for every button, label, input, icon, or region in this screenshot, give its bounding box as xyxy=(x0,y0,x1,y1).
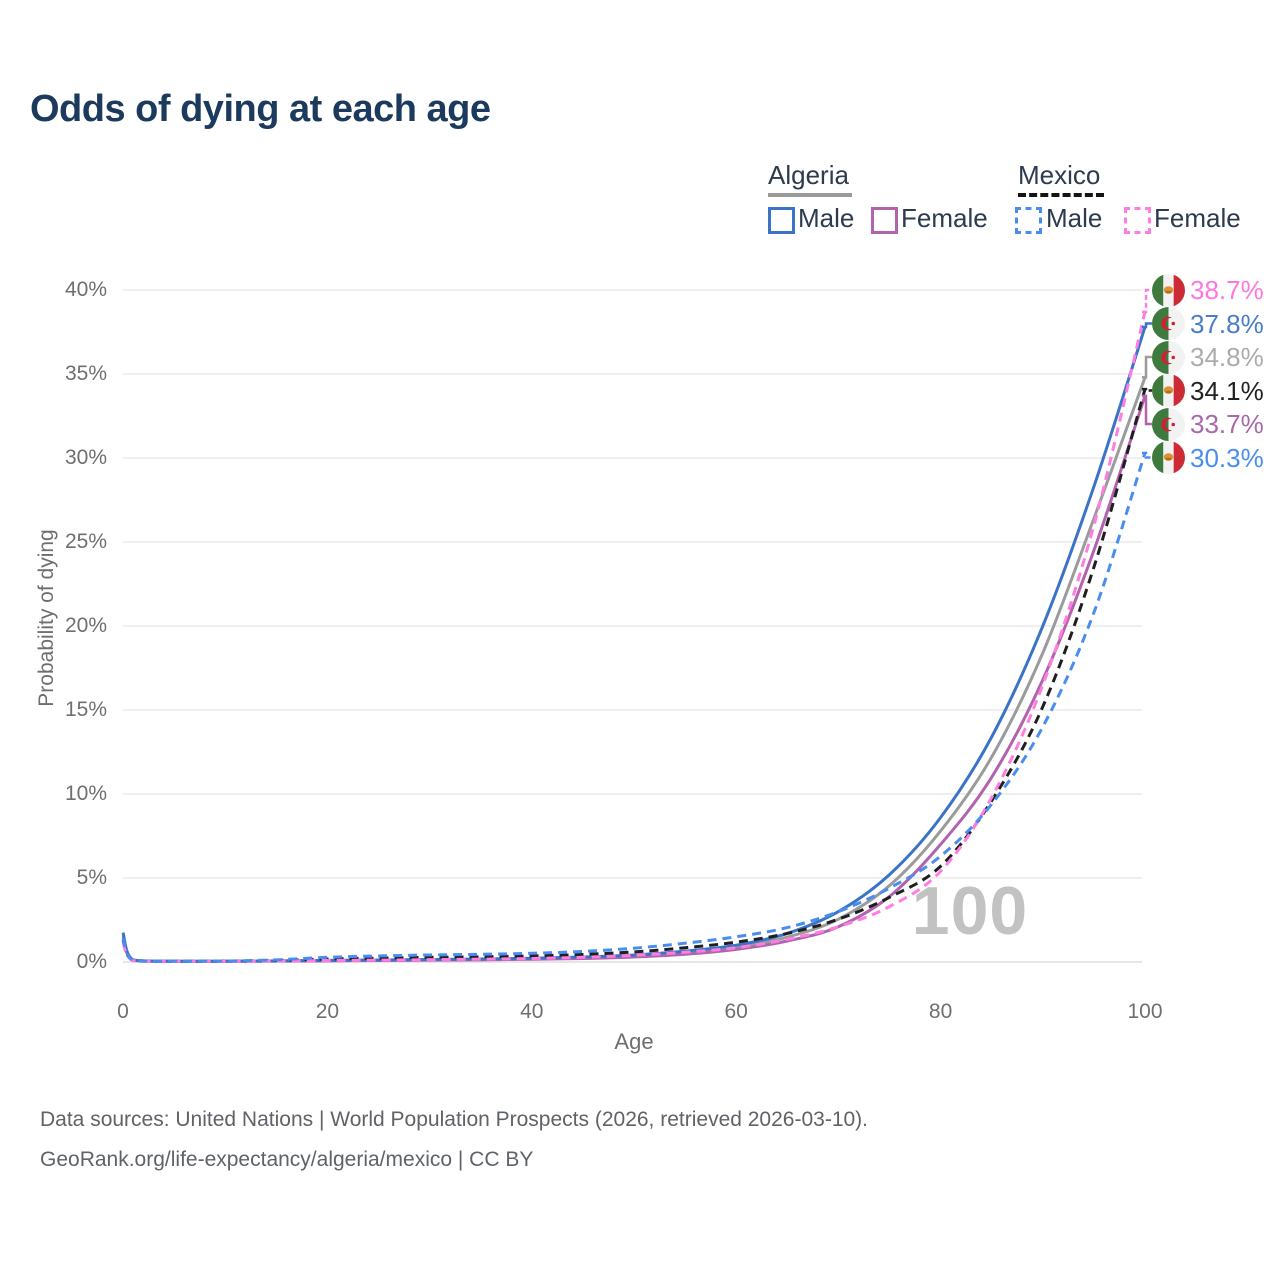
label-connector-mexico-female xyxy=(1142,288,1152,314)
curve-mexico-both[interactable] xyxy=(121,388,1147,963)
end-value-algeria-both: 34.8% xyxy=(1190,342,1264,372)
mexico-flag-icon xyxy=(1152,273,1185,307)
legend-swatch-algeria-female[interactable] xyxy=(871,207,898,234)
end-label-mexico-male: 30.3% xyxy=(1152,441,1264,475)
legend-label-mexico-female[interactable]: Female xyxy=(1154,203,1241,233)
algeria-flag-icon xyxy=(1152,307,1185,340)
curve-mexico-male[interactable] xyxy=(121,452,1147,963)
x-tick-label: 40 xyxy=(520,1000,544,1023)
end-label-mexico-female: 38.7% xyxy=(1152,273,1264,307)
end-value-mexico-male: 30.3% xyxy=(1190,442,1264,473)
algeria-flag-icon xyxy=(1152,340,1185,374)
end-value-mexico-female: 38.7% xyxy=(1190,275,1264,305)
legend-country-mexico[interactable]: Mexico xyxy=(1018,160,1101,190)
end-label-mexico-both: 34.1% xyxy=(1152,374,1264,408)
end-value-mexico-both: 34.1% xyxy=(1190,375,1264,406)
curve-algeria-both[interactable] xyxy=(121,376,1147,963)
y-tick-label: 35% xyxy=(64,362,107,385)
curve-algeria-female[interactable] xyxy=(121,395,1147,963)
legend-country-algeria[interactable]: Algeria xyxy=(768,160,849,190)
curve-mexico-female[interactable] xyxy=(121,311,1147,963)
end-value-algeria-male: 37.8% xyxy=(1190,308,1264,339)
mexico-flag-icon xyxy=(1152,374,1185,407)
label-connector-mexico-both xyxy=(1142,387,1152,392)
curve-algeria-male[interactable] xyxy=(121,326,1147,963)
x-tick-label: 80 xyxy=(928,1000,953,1023)
y-tick-label: 15% xyxy=(64,698,107,721)
label-connector-algeria-female xyxy=(1142,394,1152,426)
end-value-algeria-female: 33.7% xyxy=(1190,409,1264,439)
end-label-algeria-male: 37.8% xyxy=(1152,307,1264,341)
legend-underline-algeria xyxy=(768,193,852,197)
legend-swatch-mexico-male[interactable] xyxy=(1015,207,1042,234)
legend-swatch-algeria-male[interactable] xyxy=(768,207,795,234)
y-tick-label: 0% xyxy=(76,950,107,973)
x-tick-label: 60 xyxy=(724,1000,748,1023)
end-label-algeria-female: 33.7% xyxy=(1152,407,1264,441)
y-tick-label: 20% xyxy=(64,614,107,637)
legend-swatch-mexico-female[interactable] xyxy=(1124,207,1151,234)
y-tick-label: 5% xyxy=(76,866,107,889)
age-hover-indicator: 100 xyxy=(911,873,1029,949)
label-connector-algeria-both xyxy=(1142,355,1152,379)
y-tick-label: 10% xyxy=(64,782,107,805)
legend-underline-mexico xyxy=(1018,193,1104,197)
x-tick-label: 20 xyxy=(315,1000,340,1023)
y-tick-label: 30% xyxy=(64,446,107,469)
x-tick-label: 100 xyxy=(1127,1000,1163,1023)
page-title: Odds of dying at each age xyxy=(30,88,491,130)
label-connector-mexico-male xyxy=(1142,451,1152,459)
mexico-flag-icon xyxy=(1152,441,1185,474)
x-axis-title: Age xyxy=(614,1029,654,1054)
legend-label-algeria-male[interactable]: Male xyxy=(798,203,855,233)
end-label-algeria-both: 34.8% xyxy=(1152,340,1264,374)
data-sources-text: Data sources: United Nations | World Pop… xyxy=(40,1108,869,1131)
legend-label-mexico-male[interactable]: Male xyxy=(1046,203,1103,233)
y-tick-label: 40% xyxy=(64,278,107,301)
label-connector-algeria-male xyxy=(1142,322,1152,329)
legend-label-algeria-female[interactable]: Female xyxy=(901,203,988,233)
y-tick-label: 25% xyxy=(64,530,107,553)
algeria-flag-icon xyxy=(1152,407,1185,441)
x-tick-label: 0 xyxy=(117,1000,129,1023)
attribution-text: GeoRank.org/life-expectancy/algeria/mexi… xyxy=(40,1148,534,1171)
